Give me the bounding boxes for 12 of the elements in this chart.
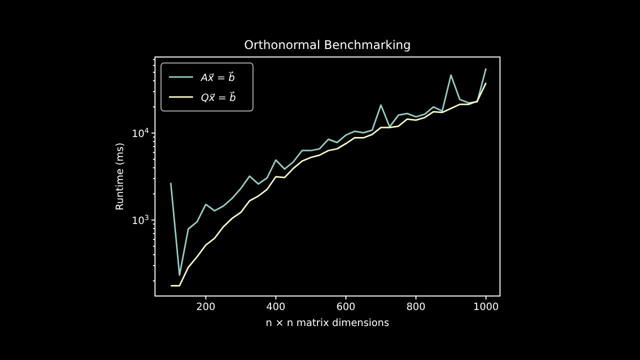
x-tick-label: 200	[196, 302, 216, 313]
x-axis-title: n × n matrix dimensions	[266, 318, 390, 329]
y-tick-label: 10$^{3}$	[132, 214, 149, 228]
chart-title: Orthonormal Benchmarking	[244, 38, 411, 52]
x-tick-label: 400	[266, 302, 286, 313]
x-tick-label: 600	[336, 302, 356, 313]
legend-label: Qx⃗ = b⃗	[201, 91, 236, 104]
y-axis-title: Runtime (ms)	[115, 142, 126, 210]
y-tick-label: 10$^{4}$	[132, 127, 150, 140]
x-tick-label: 800	[406, 302, 426, 313]
legend-label: Ax⃗ = b⃗	[200, 71, 235, 84]
x-tick-label: 1000	[473, 302, 499, 313]
